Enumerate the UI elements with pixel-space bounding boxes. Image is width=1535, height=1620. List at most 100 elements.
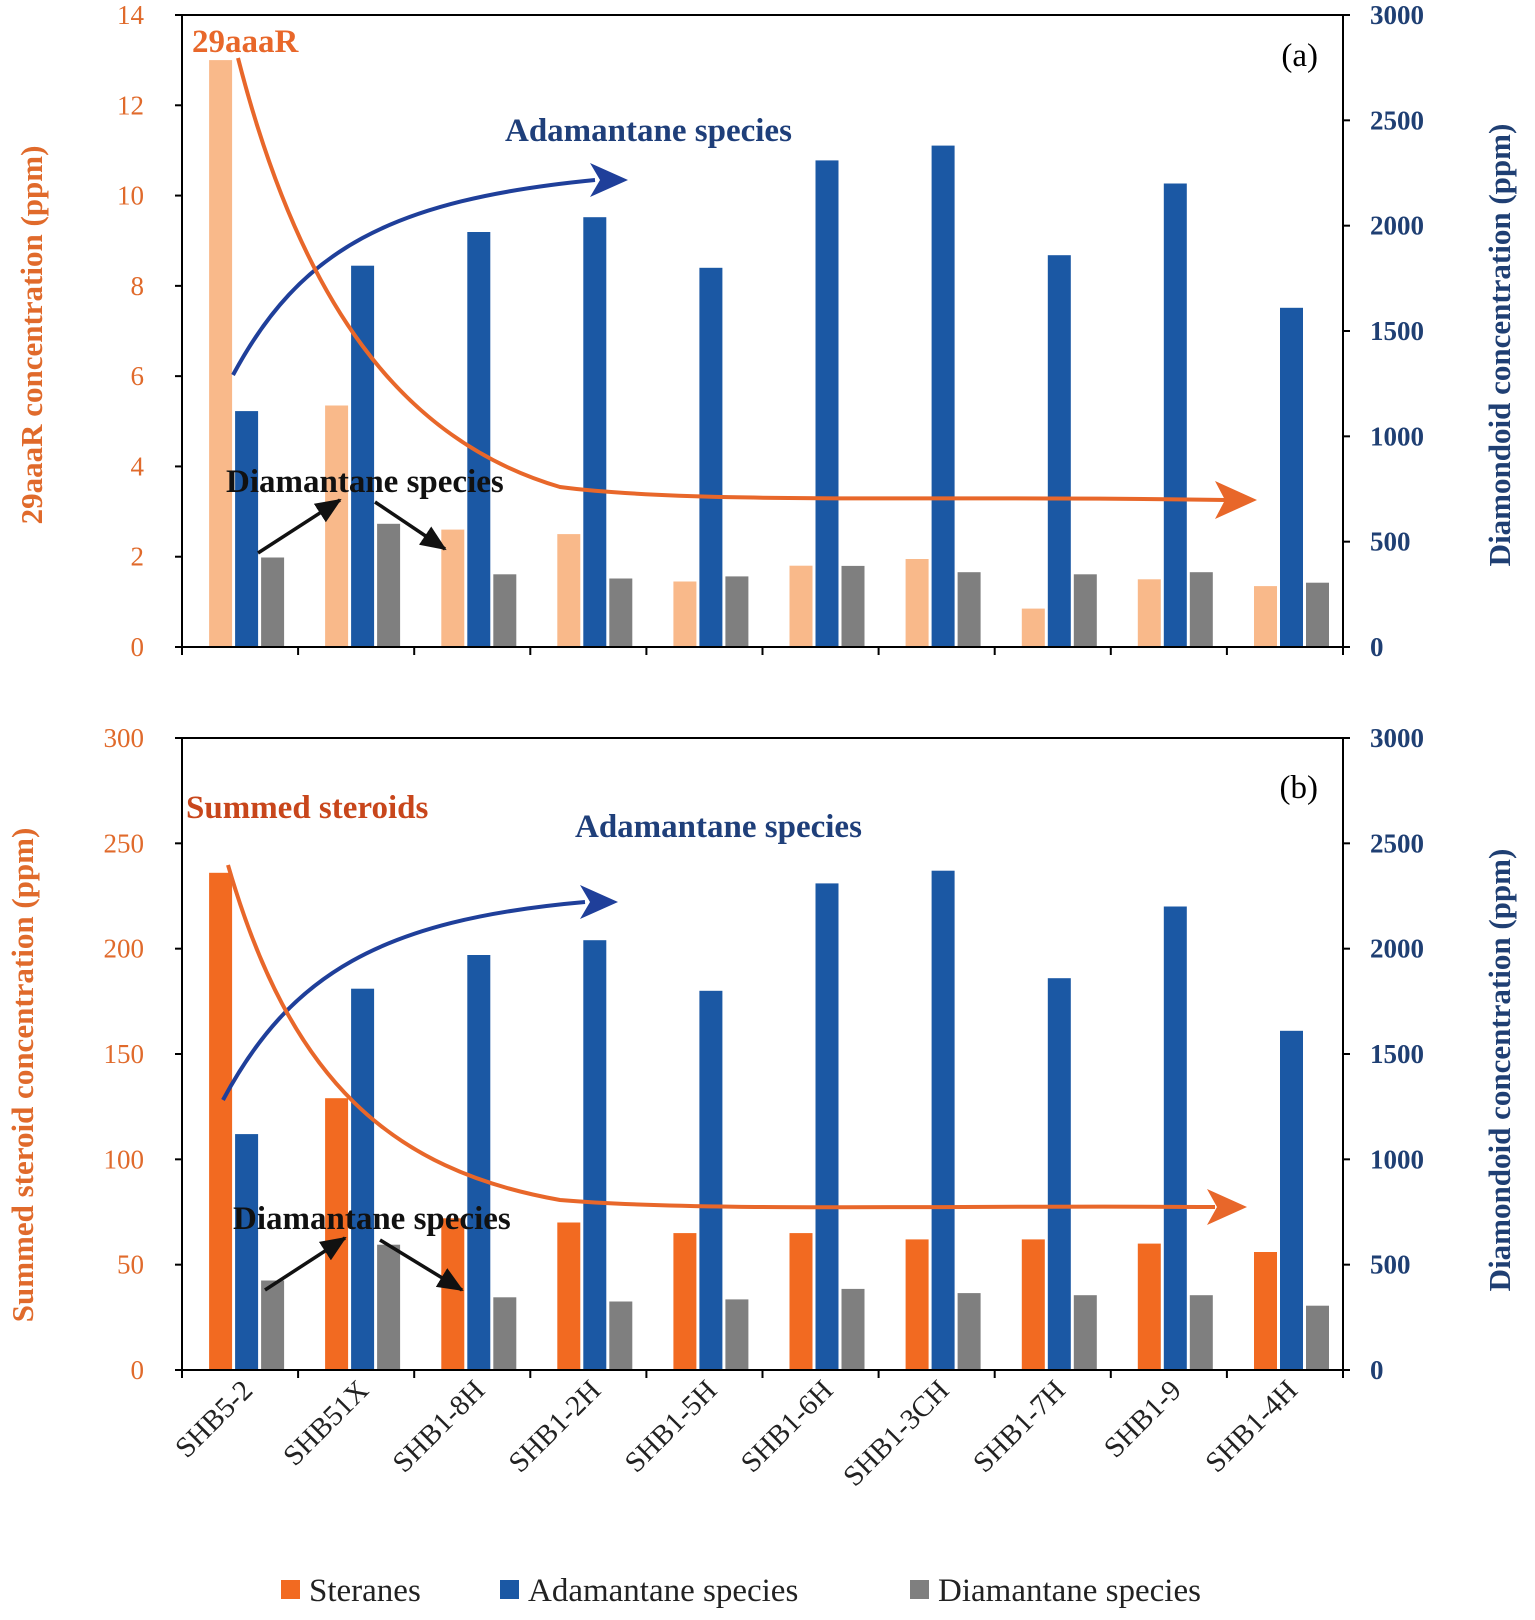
bar-adamantane-b-shb1-7h <box>1047 978 1071 1370</box>
ytick-label-right-b: 3000 <box>1370 723 1424 753</box>
bars-b <box>209 870 1329 1370</box>
bar-steranes-a-shb51x <box>325 405 349 647</box>
steroid-trend-arrowhead-b <box>1207 1189 1247 1225</box>
ytick-label-left-a: 10 <box>117 181 144 211</box>
bar-diamantane-b-shb51x <box>377 1244 401 1370</box>
axis-title-left-b: Summed steroid concentration (ppm) <box>5 828 40 1323</box>
ytick-label-right-a: 0 <box>1370 632 1384 662</box>
diamantane-label-b: Diamantane species <box>233 1201 511 1237</box>
xtick-label-shb1-3ch: SHB1-3CH <box>837 1374 955 1492</box>
bar-adamantane-b-shb1-6h <box>815 883 839 1370</box>
bar-steranes-a-shb1-7h <box>1021 608 1045 647</box>
ytick-label-left-a: 14 <box>117 0 145 30</box>
bar-steranes-b-shb1-8h <box>441 1218 465 1370</box>
bar-steranes-b-shb1-9 <box>1137 1243 1161 1370</box>
ytick-label-left-b: 200 <box>104 934 145 964</box>
xtick-label-shb1-7h: SHB1-7H <box>967 1374 1072 1479</box>
legend-swatch-adamantane <box>500 1580 519 1599</box>
bar-diamantane-a-shb1-9 <box>1189 572 1213 647</box>
bar-diamantane-a-shb1-5h <box>725 576 749 647</box>
compound-label-b: Summed steroids <box>186 790 428 826</box>
legend-swatch-diamantane <box>910 1580 929 1599</box>
ytick-label-right-a: 500 <box>1370 527 1411 557</box>
ytick-label-right-a: 2500 <box>1370 105 1424 135</box>
bar-steranes-b-shb1-4h <box>1254 1252 1277 1370</box>
bar-steranes-a-shb1-9 <box>1137 579 1161 647</box>
ytick-label-right-b: 2500 <box>1370 828 1424 858</box>
ytick-label-left-a: 2 <box>131 542 145 572</box>
bar-diamantane-b-shb1-8h <box>493 1297 517 1370</box>
diamantane-pointer-left-a <box>257 498 342 555</box>
bar-diamantane-b-shb1-2h <box>609 1301 633 1370</box>
bar-steranes-a-shb1-6h <box>789 565 813 647</box>
bar-diamantane-a-shb5-2 <box>261 557 285 647</box>
bar-diamantane-b-shb1-7h <box>1073 1295 1097 1370</box>
bar-adamantane-b-shb1-4h <box>1280 1030 1303 1370</box>
bar-steranes-a-shb1-4h <box>1254 586 1277 647</box>
ytick-label-right-b: 500 <box>1370 1250 1411 1280</box>
bar-diamantane-a-shb1-6h <box>841 565 865 647</box>
diamantane-pointer-right-b <box>379 1238 464 1292</box>
bar-steranes-b-shb1-7h <box>1021 1239 1045 1370</box>
bar-steranes-a-shb1-3ch <box>905 559 929 647</box>
ticks-b: 0501001502002503000500100015002000250030… <box>104 723 1425 1385</box>
bar-steranes-b-shb5-2 <box>209 872 233 1370</box>
bar-adamantane-a-shb51x <box>351 265 375 647</box>
bar-diamantane-a-shb1-4h <box>1306 582 1329 647</box>
bar-steranes-b-shb1-5h <box>673 1233 697 1370</box>
xtick-label-shb1-8h: SHB1-8H <box>387 1374 492 1479</box>
diamantane-pointer-left-b <box>264 1236 347 1292</box>
bar-diamantane-b-shb5-2 <box>261 1280 285 1370</box>
ytick-label-right-b: 1500 <box>1370 1039 1424 1069</box>
bar-steranes-a-shb1-2h <box>557 534 581 647</box>
bar-diamantane-a-shb51x <box>377 523 401 647</box>
xtick-label-shb1-2h: SHB1-2H <box>503 1374 608 1479</box>
legend: Steranes Adamantane species Diamantane s… <box>281 1573 1201 1609</box>
xtick-label-shb1-4h: SHB1-4H <box>1199 1374 1304 1479</box>
bar-steranes-b-shb1-3ch <box>905 1239 929 1370</box>
bar-adamantane-b-shb1-2h <box>583 940 607 1370</box>
xtick-label-shb51x: SHB51X <box>277 1374 375 1472</box>
adamantane-trend-arrow-b <box>221 900 586 1101</box>
ytick-label-left-b: 250 <box>104 828 145 858</box>
xtick-label-shb1-6h: SHB1-6H <box>735 1374 840 1479</box>
adamantane-trend-arrowhead-b <box>580 885 618 919</box>
xtick-label-shb1-5h: SHB1-5H <box>619 1374 724 1479</box>
legend-swatch-steranes <box>281 1580 300 1599</box>
ytick-label-right-a: 1500 <box>1370 316 1424 346</box>
ytick-label-left-b: 300 <box>104 723 145 753</box>
adamantane-trend-arrow-a <box>231 178 596 376</box>
bar-adamantane-b-shb5-2 <box>235 1134 259 1370</box>
bar-diamantane-b-shb1-9 <box>1189 1295 1213 1370</box>
bar-adamantane-a-shb1-4h <box>1280 307 1303 647</box>
bar-adamantane-a-shb1-3ch <box>931 145 955 647</box>
axis-title-left-a: 29aaaR concentration (ppm) <box>14 146 49 525</box>
ytick-label-left-b: 50 <box>117 1250 144 1280</box>
adamantane-trend-arrowhead-a <box>590 163 628 197</box>
bar-diamantane-b-shb1-3ch <box>957 1293 981 1370</box>
legend-label-diamantane: Diamantane species <box>938 1573 1201 1609</box>
steroid-trend-arrowhead-a <box>1215 481 1257 519</box>
diamantane-pointer-right-a <box>374 500 447 551</box>
bar-adamantane-a-shb1-7h <box>1047 255 1071 647</box>
ytick-label-left-a: 12 <box>117 90 144 120</box>
compound-label-a: 29aaaR <box>192 24 300 60</box>
bar-steranes-b-shb1-6h <box>789 1233 813 1370</box>
bar-steranes-b-shb1-2h <box>557 1222 581 1370</box>
ytick-label-right-a: 1000 <box>1370 421 1424 451</box>
panel-label-a: (a) <box>1281 38 1318 74</box>
bar-diamantane-b-shb1-5h <box>725 1299 749 1370</box>
ytick-label-right-b: 2000 <box>1370 934 1424 964</box>
bar-steranes-a-shb5-2 <box>209 60 233 648</box>
bar-adamantane-a-shb1-2h <box>583 217 607 647</box>
bar-adamantane-a-shb1-6h <box>815 160 839 647</box>
xtick-label-shb1-9: SHB1-9 <box>1098 1374 1188 1464</box>
ytick-label-left-a: 8 <box>131 271 145 301</box>
x-axis-labels: SHB5-2 SHB51X SHB1-8H SHB1-2H SHB1-5H SHB1-6H… <box>169 1374 1304 1492</box>
bars-a <box>209 60 1329 648</box>
ytick-label-left-b: 150 <box>104 1039 145 1069</box>
adamantane-label-b: Adamantane species <box>575 809 862 845</box>
bar-diamantane-b-shb1-6h <box>841 1288 865 1370</box>
ytick-label-right-a: 3000 <box>1370 0 1424 30</box>
